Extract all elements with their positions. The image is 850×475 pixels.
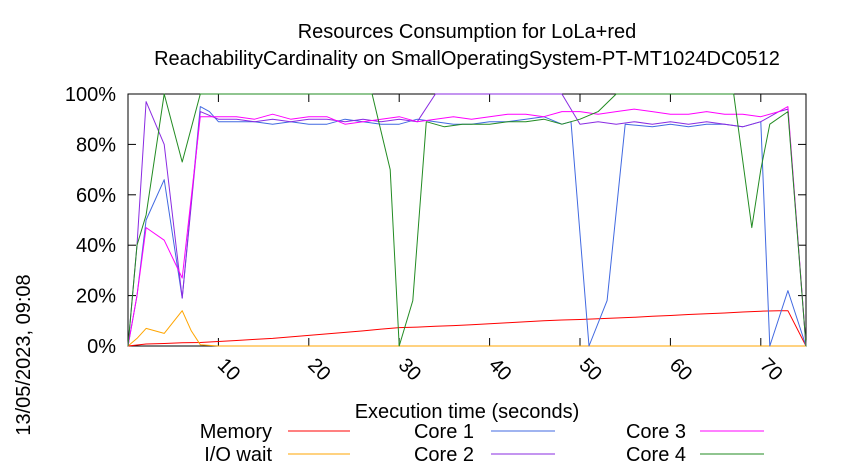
x-tick-label: 30 <box>394 354 425 385</box>
series-line-core-3 <box>127 106 807 347</box>
legend-item: Core 4 <box>626 444 764 466</box>
legend-label: Core 2 <box>414 444 474 466</box>
x-axis-label: Execution time (seconds) <box>355 401 580 423</box>
chart-subtitle: ReachabilityCardinality on SmallOperatin… <box>154 48 780 70</box>
legend-item: Core 1 <box>414 421 555 443</box>
x-tick-label: 60 <box>665 354 696 385</box>
legend-label: Memory <box>200 421 272 443</box>
y-tick-label: 60% <box>76 185 116 207</box>
series-line-core-2 <box>127 93 807 347</box>
x-tick-label: 70 <box>755 354 786 385</box>
legend-item: Core 3 <box>626 421 764 443</box>
legend-label: Core 1 <box>414 421 474 443</box>
x-tick-label: 20 <box>303 354 334 385</box>
legend-label: Core 3 <box>626 421 686 443</box>
legend-label: I/O wait <box>204 444 272 466</box>
x-tick-label: 40 <box>484 354 515 385</box>
series-line-i-o-wait <box>127 310 806 347</box>
x-tick-label: 10 <box>213 354 244 385</box>
plot-area-border <box>127 93 807 347</box>
series-line-core-1 <box>127 106 807 347</box>
plot-frame-group <box>127 93 807 347</box>
series-group <box>127 93 807 347</box>
y-tick-label: 80% <box>76 134 116 156</box>
timestamp-label: 13/05/2023, 09:08 <box>13 274 35 435</box>
legend-label: Core 4 <box>626 444 686 466</box>
legend-item: I/O wait <box>204 444 350 466</box>
chart-title: Resources Consumption for LoLa+red <box>298 21 637 43</box>
series-line-memory <box>127 310 807 347</box>
y-tick-label: 20% <box>76 286 116 308</box>
y-tick-label: 0% <box>87 336 116 358</box>
x-tick-label: 50 <box>575 354 606 385</box>
ticks-group: 0% 20% 40% 60% 80% 100% 10 20 30 40 50 60 70 <box>65 84 806 385</box>
legend-item: Memory <box>200 421 350 443</box>
series-line-core-4 <box>127 93 807 347</box>
y-tick-label: 40% <box>76 235 116 257</box>
y-tick-label: 100% <box>65 84 116 106</box>
legend-item: Core 2 <box>414 444 555 466</box>
